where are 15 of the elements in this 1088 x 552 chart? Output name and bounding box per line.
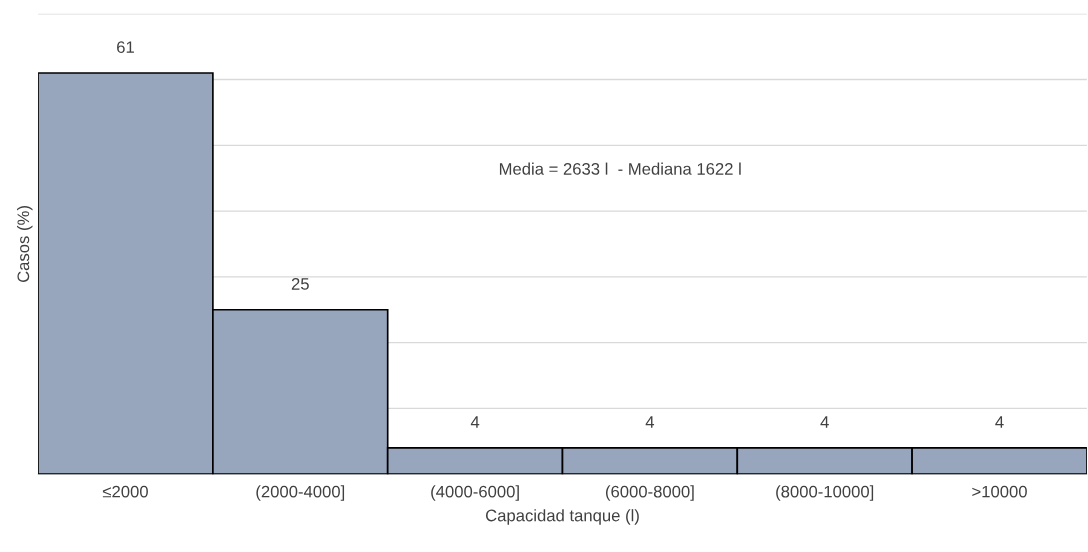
x-axis-title: Capacidad tanque (l) xyxy=(485,509,639,525)
data-label: 4 xyxy=(995,416,1004,428)
data-label: 61 xyxy=(117,41,134,54)
x-tick-label: (8000-10000] xyxy=(776,485,874,501)
x-tick-label: (4000-6000] xyxy=(431,485,519,501)
x-tick-label: ≤2000 xyxy=(102,485,148,498)
data-label: 4 xyxy=(470,416,480,428)
y-axis-title: Casos (%) xyxy=(16,206,33,283)
data-label: 25 xyxy=(291,277,309,290)
data-label: 4 xyxy=(820,416,829,428)
x-tick-label: (6000-8000] xyxy=(606,485,694,501)
annotation: Media = 2633 l - Mediana 1622 l xyxy=(499,162,741,175)
x-tick-label: >10000 xyxy=(972,485,1027,498)
x-tick-label: (2000-4000] xyxy=(256,485,345,501)
data-label: 4 xyxy=(645,416,655,428)
